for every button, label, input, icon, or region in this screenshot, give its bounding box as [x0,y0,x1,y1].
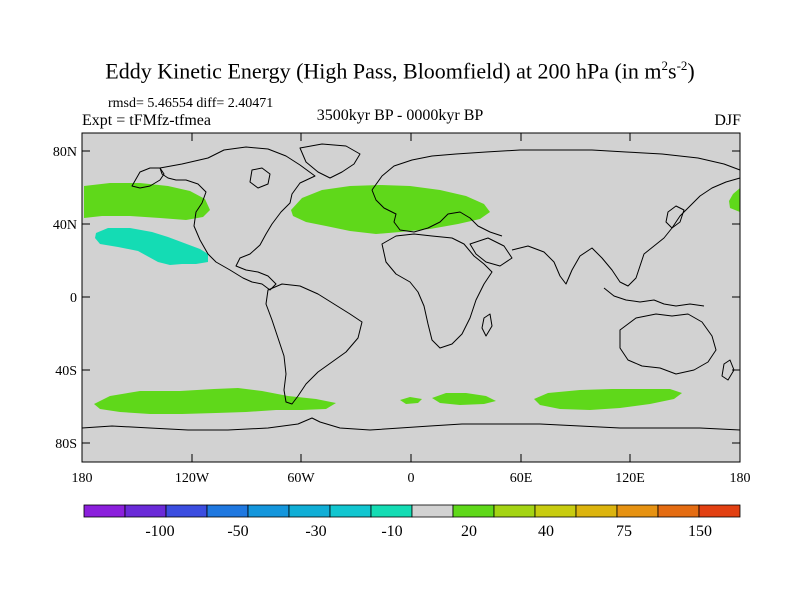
rmsd-diff-stats: rmsd= 5.46554 diff= 2.40471 [108,96,274,111]
coast-north-america [159,146,316,291]
lat-tick-labels: 80N 40N 0 40S 80S [53,145,77,452]
colorbar-swatch [206,504,249,518]
colorbar-label: 40 [538,523,554,540]
season-label: DJF [714,112,741,129]
coast-south-america [265,283,363,405]
coast-new-zealand [721,359,735,381]
colorbar-label: 20 [461,523,477,540]
colorbar-swatch [165,504,208,518]
lon-label-180e: 180 [730,471,751,486]
coast-europe [371,189,503,237]
lon-label-180w: 180 [72,471,93,486]
colorbar-label: -100 [145,523,174,540]
period-label: 3500kyr BP - 0000kyr BP [316,107,484,124]
colorbar [83,504,741,518]
experiment-label: Expt = tFMfz-tfmea [82,112,211,129]
subtropical-pacific-negative [95,228,208,265]
colorbar-swatch [124,504,167,518]
colorbar-swatch [698,504,741,518]
lon-label-0: 0 [408,471,415,486]
coast-hudson-bay [249,167,271,189]
colorbar-label: -50 [227,523,248,540]
colorbar-swatch [575,504,618,518]
lat-label-80s: 80S [55,437,77,452]
lat-label-0: 0 [70,291,77,306]
colorbar-swatch [657,504,700,518]
colorbar-label: -30 [305,523,326,540]
lon-label-120e: 120E [615,471,645,486]
lat-label-80n: 80N [53,145,77,160]
colorbar-swatch [83,504,126,518]
lon-label-60e: 60E [510,471,533,486]
coastlines [81,143,741,431]
coast-australia [619,313,717,375]
lat-label-40s: 40S [55,364,77,379]
coast-eurasia-north [371,149,741,191]
colorbar-swatch [493,504,536,518]
coast-southeast-asia [603,287,705,307]
colorbar-swatch [616,504,659,518]
colorbar-swatch [534,504,577,518]
colorbar-label: 150 [688,523,712,540]
lon-label-120w: 120W [175,471,210,486]
lon-label-60w: 60W [287,471,315,486]
colorbar-swatch [288,504,331,518]
coast-madagascar [481,313,493,337]
colorbar-swatch [247,504,290,518]
colorbar-label: 75 [616,523,632,540]
coast-japan [665,205,685,229]
colorbar-labels: -100 -50 -30 -10 20 40 75 150 [145,523,712,540]
colorbar-label: -10 [381,523,402,540]
south-atlantic-positive [400,397,422,404]
colorbar-swatch [411,504,454,518]
plot-title: Eddy Kinetic Energy (High Pass, Bloomfie… [105,58,695,84]
lat-tick-marks [82,150,740,444]
coast-greenland [299,143,361,179]
colorbar-swatch [329,504,372,518]
south-indian-positive [534,389,682,410]
coast-antarctica [81,417,741,431]
south-pacific-positive [94,388,336,414]
south-atlantic-east-positive [432,393,496,405]
lon-tick-labels: 180 120W 60W 0 60E 120E 180 [72,471,751,486]
coast-arabia-asia [469,177,741,287]
lat-label-40n: 40N [53,218,77,233]
colorbar-swatch [452,504,495,518]
coast-africa [381,233,493,349]
lon-tick-marks [191,133,631,462]
coast-alaska [131,167,165,189]
colorbar-swatch [370,504,413,518]
north-pacific-positive [84,183,210,220]
dateline-east-positive [729,188,740,212]
